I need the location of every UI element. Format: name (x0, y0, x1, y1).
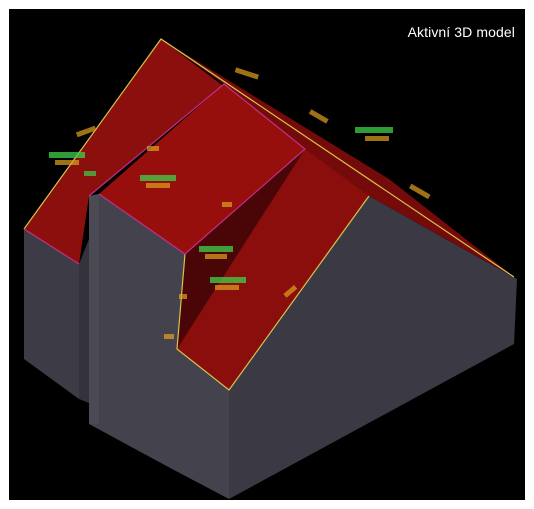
dimension-labels (49, 67, 431, 339)
3d-model-viewport[interactable]: Aktivní 3D model (9, 9, 525, 500)
roof-edge-yellow (23, 38, 515, 278)
dormer-roof-plane (99, 84, 305, 254)
front-tall-wall (89, 194, 229, 499)
lower-roof-plane (177, 149, 369, 390)
house-3d-model[interactable] (9, 9, 525, 500)
front-low-wall-step (79, 239, 89, 403)
roof-edge-magenta (88, 83, 306, 255)
viewport-title: Aktivní 3D model (407, 24, 515, 40)
roof-edge-yellow-2 (176, 195, 370, 391)
right-gable-wall (229, 196, 517, 499)
front-low-wall (24, 229, 79, 399)
ridge-line (23, 228, 80, 265)
front-tall-wall-side (89, 194, 99, 424)
